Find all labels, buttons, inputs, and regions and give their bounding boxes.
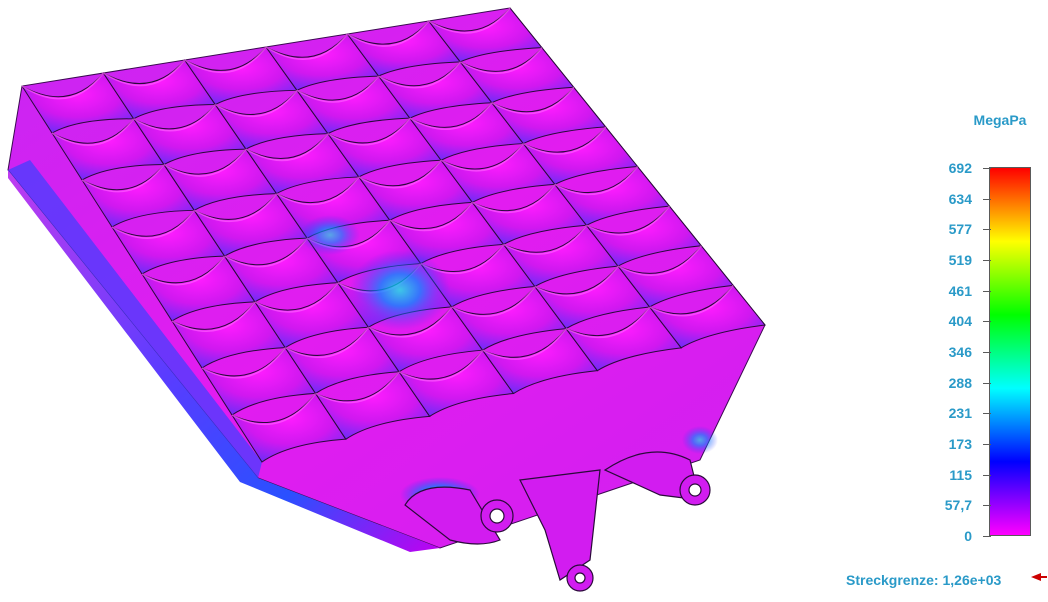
grid-cell-rim (231, 392, 317, 426)
legend-tick-mark (983, 382, 991, 384)
legend-tick-mark (983, 505, 991, 507)
legend-tick-mark (983, 198, 991, 200)
bracket-center (519, 469, 601, 581)
grid-cell-rim (224, 237, 308, 268)
grid-cell-rim (451, 286, 536, 317)
legend-tick-mark (983, 413, 991, 415)
grid-cell-rim (368, 306, 453, 338)
stress-plot-viewport[interactable] (0, 0, 880, 602)
grid-cell-rim (409, 102, 493, 130)
grid-cell-rim (565, 306, 651, 339)
grid-cell-rim (327, 117, 411, 146)
legend-tick-mark (983, 352, 991, 353)
grid-cell (648, 284, 766, 349)
grid-cell-rim (378, 61, 461, 89)
grid-cell-rim (133, 104, 216, 132)
grid-cell-rim (440, 143, 524, 172)
legend-tick-label: 577 (948, 221, 972, 238)
grid-cell-rim (193, 193, 278, 223)
legend-tick-label: 346 (948, 344, 972, 360)
hotspot-center (350, 250, 450, 330)
legend-tick-label: 115 (949, 466, 972, 483)
grid-cell-rim (21, 72, 104, 100)
bracket-eye-center-hole (574, 572, 586, 584)
grid-cell-rim (284, 326, 370, 359)
legend-tick-mark (983, 229, 991, 231)
legend-tick-label: 288 (948, 374, 972, 391)
legend-tick-mark (983, 260, 991, 261)
cell-grid (21, 7, 766, 463)
yield-strength-label: Streckgrenze: 1,26e+03 (846, 572, 1002, 588)
grid-cell-rim (491, 86, 575, 115)
legend-tick-mark (983, 321, 991, 323)
red-arrow-left-icon (1031, 573, 1047, 581)
grid-cell-rim (81, 164, 165, 193)
grid-cell-rim (296, 75, 380, 103)
grid-cell-rim (163, 148, 247, 177)
bracket-eye-left-hole (489, 508, 505, 524)
grid-cell-rim (503, 224, 588, 255)
grid-cell (617, 244, 735, 308)
legend-tick-label: 404 (948, 313, 972, 330)
grid-cell-rim (171, 301, 256, 332)
legend-tick-label: 57,7 (944, 497, 972, 514)
grid-cell-rim (398, 349, 484, 382)
grid-cell-rim (358, 159, 442, 189)
grid-cell-rim (586, 205, 670, 236)
legend-tick-label: 634 (948, 190, 972, 207)
grid-cell-rim (482, 328, 567, 360)
grid-cell-rim (111, 209, 195, 239)
legend-tick-label: 231 (948, 405, 972, 422)
legend-tick-label: 692 (948, 160, 972, 176)
legend-tick-mark (983, 474, 991, 476)
grid-cell-rim (214, 89, 298, 118)
hotspot-right (682, 426, 718, 454)
grid-cell-rim (346, 20, 430, 47)
model-front-wall (8, 160, 262, 478)
legend-color-bar (989, 167, 1031, 536)
legend-tick-mark (983, 444, 991, 445)
grid-cell-rim (315, 371, 400, 404)
grid-cell-rim (649, 284, 734, 317)
grid-cell-rim (51, 118, 135, 146)
legend-unit-label: MegaPa (973, 112, 1027, 128)
grid-cell-rim (522, 126, 607, 155)
grid-cell-rim (459, 47, 543, 74)
grid-cell-rim (184, 46, 267, 73)
grid-cell-rim (102, 59, 186, 87)
grid-cell-rim (428, 7, 511, 34)
legend-tick-mark (983, 290, 991, 292)
grid-cell-rim (265, 33, 348, 60)
legend-tick-mark (983, 536, 991, 537)
legend-tick-label: 0 (964, 528, 972, 544)
grid-cell-rim (254, 282, 339, 313)
grid-cell-rim (276, 176, 360, 206)
grid-cell-rim (389, 201, 473, 232)
grid-cell-rim (141, 255, 226, 286)
grid-cell-rim (245, 133, 329, 162)
grid-cell-rim (534, 265, 619, 297)
hotspot-upper (300, 215, 360, 255)
legend-tick-label: 461 (948, 282, 972, 299)
grid-cell-rim (471, 183, 556, 214)
grid-cell-rim (554, 166, 639, 196)
legend-tick-label: 519 (948, 252, 972, 268)
grid-cell-rim (201, 347, 286, 379)
legend-tick-mark (983, 168, 991, 169)
bracket-eye-right-hole (688, 483, 702, 497)
mounting-brackets (404, 451, 711, 592)
legend-tick-label: 173 (948, 436, 972, 452)
grid-cell-rim (617, 245, 702, 276)
